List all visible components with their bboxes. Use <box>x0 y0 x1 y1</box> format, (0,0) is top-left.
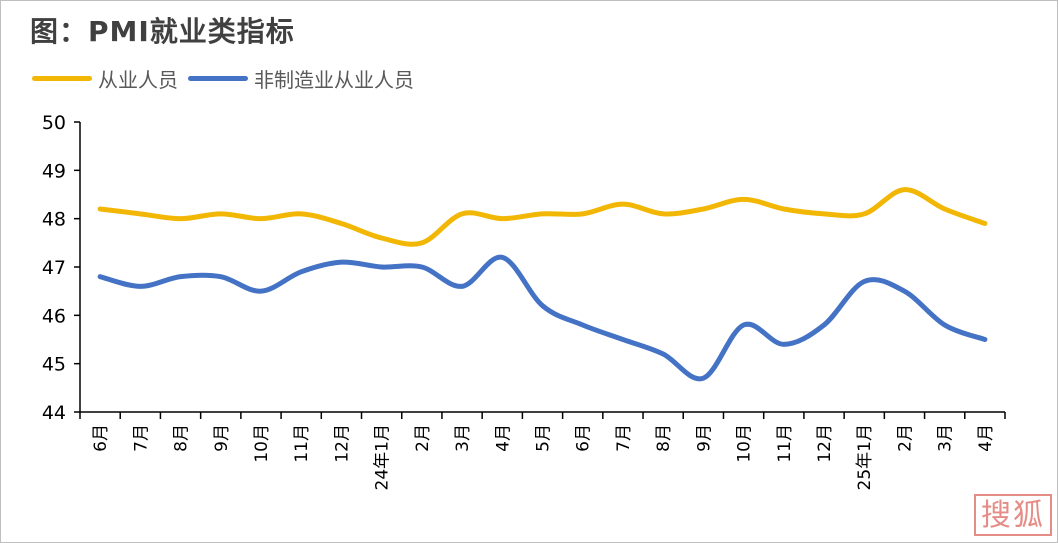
x-tick-label: 4月 <box>493 424 513 452</box>
x-tick-label: 11月 <box>292 424 312 463</box>
chart-title: 图：PMI就业类指标 <box>30 15 295 48</box>
x-tick-label: 7月 <box>131 424 151 452</box>
x-tick-label: 10月 <box>252 424 272 463</box>
x-tick-label: 9月 <box>694 424 714 452</box>
series-line-2 <box>97 254 988 382</box>
y-tick-label: 44 <box>42 402 66 424</box>
x-tick-label: 4月 <box>976 424 996 452</box>
x-tick-label: 25年1月 <box>855 424 875 490</box>
legend-label-series2: 非制造业从业人员 <box>254 68 414 92</box>
legend-label-series1: 从业人员 <box>98 68 178 92</box>
watermark-stamp: 搜狐 <box>974 494 1052 536</box>
x-tick-label: 24年1月 <box>373 424 393 490</box>
x-tick-label: 3月 <box>453 424 473 452</box>
x-tick-label: 5月 <box>534 424 554 452</box>
x-tick-label: 2月 <box>413 424 433 452</box>
y-tick-label: 47 <box>42 257 66 279</box>
x-tick-label: 8月 <box>654 424 674 452</box>
y-tick-label: 48 <box>42 209 66 231</box>
series-line-1 <box>97 187 988 247</box>
x-tick-label: 12月 <box>815 424 835 463</box>
legend-item-series2: 非制造业从业人员 <box>188 64 414 93</box>
y-tick-label: 46 <box>42 305 66 327</box>
legend-swatch-series1 <box>32 76 92 81</box>
x-tick-label: 10月 <box>735 424 755 463</box>
y-tick-label: 45 <box>42 354 66 376</box>
x-tick-label: 12月 <box>332 424 352 463</box>
legend-item-series1: 从业人员 <box>32 64 178 93</box>
y-tick-label: 50 <box>42 112 66 134</box>
legend: 从业人员 非制造业从业人员 <box>32 64 424 93</box>
y-tick-label: 49 <box>42 160 66 182</box>
legend-swatch-series2 <box>188 76 248 81</box>
x-tick-label: 3月 <box>936 424 956 452</box>
x-tick-label: 7月 <box>614 424 634 452</box>
x-tick-label: 6月 <box>91 424 111 452</box>
x-tick-label: 6月 <box>574 424 594 452</box>
x-tick-label: 9月 <box>212 424 232 452</box>
x-tick-label: 8月 <box>172 424 192 452</box>
x-tick-label: 2月 <box>895 424 915 452</box>
x-tick-label: 11月 <box>775 424 795 463</box>
